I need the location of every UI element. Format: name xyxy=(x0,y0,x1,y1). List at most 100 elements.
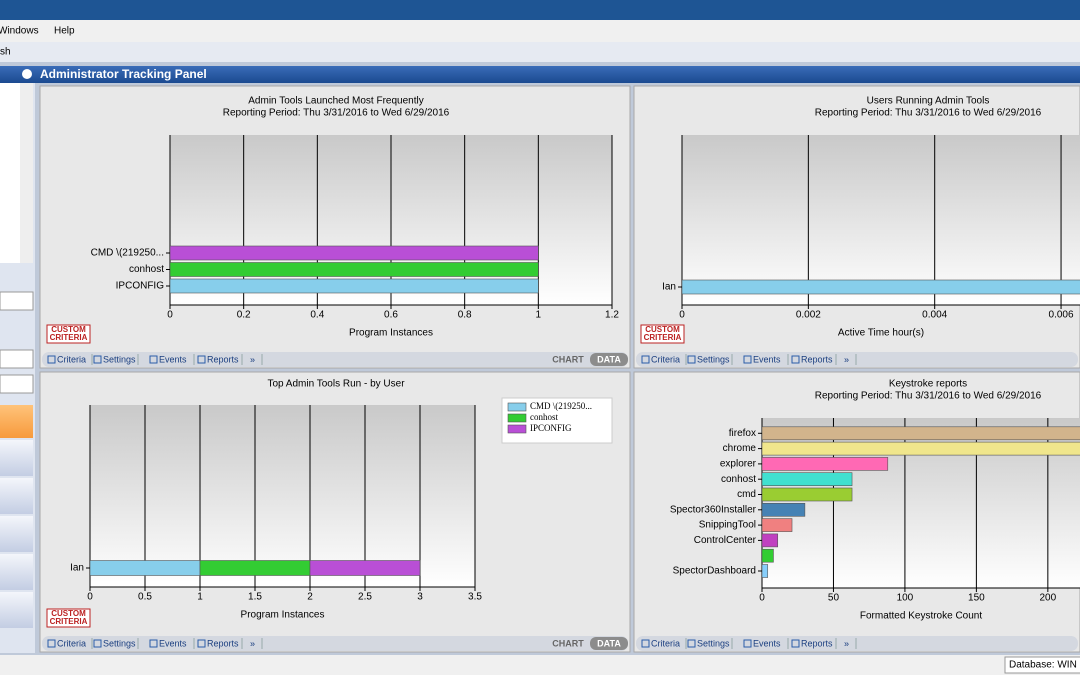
toolbar xyxy=(0,42,1080,62)
scrollbar[interactable] xyxy=(20,83,33,263)
badge-text: CRITERIA xyxy=(50,617,88,626)
bar xyxy=(682,279,1080,295)
y-tick-label: Ian xyxy=(70,563,84,574)
x-axis-label: Program Instances xyxy=(349,328,433,339)
menu-item[interactable]: Windows xyxy=(0,26,39,37)
tab-button[interactable]: Settings xyxy=(697,354,730,364)
tab-button[interactable]: Events xyxy=(159,638,187,648)
x-tick-label: 0 xyxy=(167,310,173,321)
help-icon[interactable] xyxy=(22,69,32,79)
tab-button[interactable]: » xyxy=(250,638,255,648)
tab-icon xyxy=(743,639,752,648)
bar xyxy=(762,441,1080,456)
view-button[interactable]: CHART xyxy=(552,354,584,364)
tab-button[interactable]: Events xyxy=(753,638,781,648)
tab-icon xyxy=(197,355,206,364)
y-tick-label: chrome xyxy=(723,443,757,454)
tab-button[interactable]: Settings xyxy=(103,638,136,648)
badge-text: CUSTOM xyxy=(51,325,86,334)
x-tick-label: 0.006 xyxy=(1049,310,1074,321)
tab-button[interactable]: Settings xyxy=(103,354,136,364)
tab-button[interactable]: Reports xyxy=(801,354,833,364)
nav-button[interactable] xyxy=(0,405,33,438)
bar xyxy=(762,533,779,548)
x-tick-label: 0.4 xyxy=(310,310,324,321)
chart-title: Top Admin Tools Run - by User xyxy=(267,379,405,390)
x-tick-label: 0.2 xyxy=(237,310,251,321)
bars xyxy=(762,426,1080,578)
bar xyxy=(762,502,806,517)
widget-toolbar xyxy=(42,636,628,651)
view-button[interactable]: DATA xyxy=(597,638,621,648)
x-tick-label: 0.002 xyxy=(796,310,821,321)
tab-button[interactable]: Settings xyxy=(697,638,730,648)
chart-title: Keystroke reports xyxy=(889,379,967,390)
x-tick-label: 0 xyxy=(759,593,765,604)
title-bar xyxy=(0,0,1080,20)
bar-segment xyxy=(199,560,311,576)
view-button[interactable]: CHART xyxy=(552,638,584,648)
tab-button[interactable]: » xyxy=(844,638,849,648)
left-list xyxy=(0,83,20,263)
x-axis-label: Formatted Keystroke Count xyxy=(860,611,982,622)
tab-icon xyxy=(687,355,696,364)
custom-criteria-badge xyxy=(46,608,91,628)
tab-icon xyxy=(197,639,206,648)
plot-area xyxy=(90,405,475,587)
tab-button[interactable]: Criteria xyxy=(57,638,86,648)
tab-icon xyxy=(687,639,696,648)
tab-button[interactable]: Events xyxy=(159,354,187,364)
tab-button[interactable]: Reports xyxy=(207,354,239,364)
tab-icon xyxy=(641,355,650,364)
tab-button[interactable]: Criteria xyxy=(57,354,86,364)
legend-swatch xyxy=(507,402,527,412)
legend-swatch xyxy=(507,413,527,423)
tab-icon xyxy=(93,355,102,364)
plot-area xyxy=(682,135,1080,305)
x-tick-label: 0 xyxy=(679,310,685,321)
chart-subtitle: Reporting Period: Thu 3/31/2016 to Wed 6… xyxy=(815,108,1042,119)
x-tick-label: 0.8 xyxy=(458,310,472,321)
bar xyxy=(170,245,539,261)
tab-button[interactable]: Reports xyxy=(801,638,833,648)
view-button[interactable]: DATA xyxy=(597,354,621,364)
bar-segment xyxy=(309,560,421,576)
bar xyxy=(762,472,853,487)
x-tick-label: 3.5 xyxy=(468,592,482,603)
tab-button[interactable]: Reports xyxy=(207,638,239,648)
bar xyxy=(762,518,793,532)
widget-toolbar xyxy=(42,352,628,367)
x-tick-label: 0 xyxy=(87,592,93,603)
menu-item[interactable]: Help xyxy=(54,26,75,37)
x-axis-label: Program Instances xyxy=(241,610,325,621)
dropdown[interactable] xyxy=(0,374,34,394)
tab-icon xyxy=(743,355,752,364)
toolbar-button[interactable]: sh xyxy=(0,47,11,58)
nav-button[interactable] xyxy=(0,592,33,628)
tab-button[interactable]: » xyxy=(250,354,255,364)
tab-icon xyxy=(149,355,158,364)
nav-button[interactable] xyxy=(0,440,33,476)
status-field xyxy=(1004,656,1080,674)
tab-button[interactable]: Criteria xyxy=(651,354,680,364)
legend-label: CMD \(219250... xyxy=(530,401,592,411)
status-bar xyxy=(0,655,1080,675)
view-toggle xyxy=(590,353,628,366)
dropdown[interactable] xyxy=(0,291,34,311)
chart-subtitle: Reporting Period: Thu 3/31/2016 to Wed 6… xyxy=(815,391,1042,402)
bar xyxy=(170,262,539,277)
y-tick-label: conhost xyxy=(129,264,164,275)
x-tick-label: 3 xyxy=(417,592,423,603)
tab-icon xyxy=(47,639,56,648)
dropdown[interactable] xyxy=(0,349,34,369)
nav-button[interactable] xyxy=(0,516,33,552)
menu-bar xyxy=(0,20,1080,42)
tab-icon xyxy=(93,639,102,648)
y-tick-label: firefox xyxy=(729,428,756,439)
tab-button[interactable]: Criteria xyxy=(651,638,680,648)
tab-button[interactable]: » xyxy=(844,354,849,364)
tab-button[interactable]: Events xyxy=(753,354,781,364)
nav-button[interactable] xyxy=(0,478,33,514)
nav-button[interactable] xyxy=(0,554,33,590)
